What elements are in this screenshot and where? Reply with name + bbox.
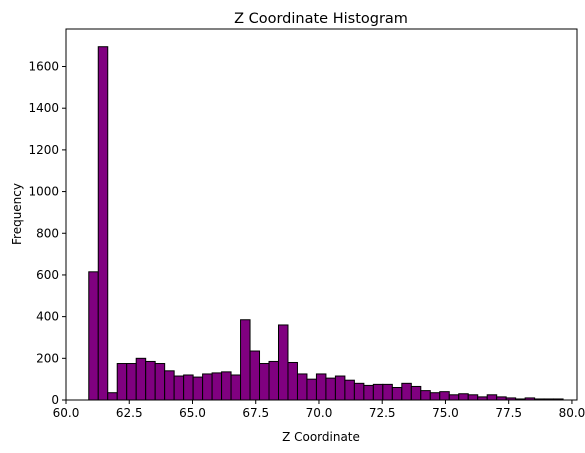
- histogram-bar: [183, 374, 194, 401]
- histogram-bar: [372, 383, 384, 401]
- x-tick-label: 65.0: [179, 406, 206, 420]
- y-axis: 0 200 400 600 800 1000 1200 1400 1600: [28, 60, 66, 407]
- y-tick-label: 600: [36, 268, 59, 282]
- histogram-bar: [439, 391, 450, 401]
- x-tick-label: 80.0: [559, 406, 585, 420]
- histogram-bar: [202, 373, 213, 401]
- x-tick-label: 62.5: [116, 406, 143, 420]
- histogram-bar: [107, 392, 118, 401]
- histogram-bar: [325, 377, 336, 401]
- y-tick-label: 1400: [28, 101, 59, 115]
- histogram-bar: [192, 376, 204, 401]
- histogram-bar: [363, 384, 374, 401]
- histogram-bar: [429, 392, 441, 401]
- histogram-bar: [353, 382, 365, 401]
- y-tick-label: 1600: [28, 60, 59, 74]
- histogram-bar: [344, 379, 355, 401]
- histogram-bar: [116, 363, 128, 401]
- histogram-bar: [221, 371, 232, 401]
- histogram-bar: [382, 383, 393, 401]
- histogram-bar: [420, 390, 431, 401]
- histogram-bar: [467, 394, 479, 401]
- x-tick-label: 70.0: [306, 406, 333, 420]
- y-axis-label: Frequency: [10, 183, 24, 245]
- histogram-bar: [306, 378, 317, 401]
- x-tick-label: 72.5: [369, 406, 396, 420]
- histogram-bar: [334, 375, 346, 401]
- histogram-bar: [458, 393, 469, 401]
- x-axis-label: Z Coordinate: [282, 430, 360, 444]
- y-tick-label: 400: [36, 310, 59, 324]
- histogram-bar: [211, 372, 223, 401]
- histogram-bar: [391, 386, 403, 401]
- histogram-bar: [287, 361, 298, 401]
- histogram-bar: [88, 271, 99, 401]
- histogram-bar: [249, 350, 261, 401]
- x-tick-label: 77.5: [495, 406, 522, 420]
- x-axis: 60.0 62.5 65.0 67.5 70.0 72.5 75.0 77.5 80.0: [53, 400, 585, 420]
- histogram-bar: [296, 373, 308, 401]
- histogram-bar: [230, 374, 242, 401]
- histogram-bar: [135, 357, 147, 401]
- y-tick-label: 0: [51, 393, 59, 407]
- histogram-bar: [259, 363, 270, 401]
- y-tick-label: 1000: [28, 185, 59, 199]
- histogram-bar: [486, 394, 498, 401]
- x-tick-label: 67.5: [242, 406, 269, 420]
- x-tick-label: 75.0: [432, 406, 459, 420]
- y-tick-label: 800: [36, 226, 59, 240]
- histogram-bar: [315, 373, 327, 401]
- chart-title: Z Coordinate Histogram: [234, 11, 408, 27]
- histogram-bar: [448, 394, 460, 401]
- histogram-bar: [154, 363, 166, 401]
- histogram-bar: [268, 360, 279, 401]
- histogram-bar: [401, 382, 412, 401]
- histogram-bar: [173, 375, 185, 401]
- histogram-bar: [97, 46, 109, 401]
- y-tick-label: 200: [36, 351, 59, 365]
- histogram-bars: [88, 46, 564, 401]
- x-tick-label: 60.0: [53, 406, 80, 420]
- histogram-bar: [126, 363, 137, 401]
- histogram-bar: [145, 360, 156, 401]
- y-tick-label: 1200: [28, 143, 59, 157]
- plot-area-frame: [65, 28, 578, 401]
- histogram-bar: [240, 319, 251, 401]
- histogram-bar: [410, 385, 422, 401]
- histogram-bar: [164, 370, 175, 401]
- histogram-bar: [277, 324, 289, 401]
